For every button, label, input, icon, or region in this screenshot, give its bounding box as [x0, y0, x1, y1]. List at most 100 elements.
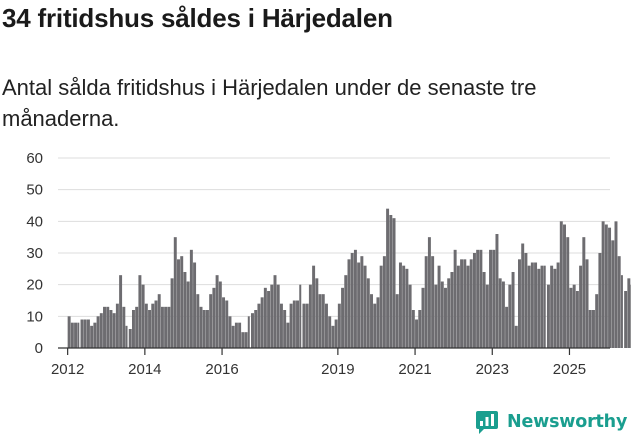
- y-tick-label: 10: [26, 308, 43, 325]
- bar: [328, 316, 332, 348]
- bar: [199, 306, 203, 348]
- bar: [148, 310, 152, 348]
- bar: [608, 227, 612, 348]
- bar: [627, 278, 631, 348]
- bar: [392, 218, 396, 348]
- axes: [58, 347, 610, 355]
- bar: [222, 297, 226, 348]
- bar: [521, 243, 525, 348]
- bar: [80, 319, 84, 348]
- bar: [122, 306, 126, 348]
- bar: [154, 300, 158, 348]
- bar: [260, 297, 264, 348]
- bar: [563, 224, 566, 348]
- x-tick-label: 2021: [398, 361, 431, 378]
- chart-title: 34 fritidshus såldes i Härjedalen: [2, 3, 393, 33]
- bar: [241, 332, 245, 348]
- bar: [270, 284, 274, 348]
- y-tick-label: 20: [26, 277, 43, 294]
- bar: [228, 316, 232, 348]
- bar: [70, 322, 74, 348]
- bar: [257, 303, 261, 348]
- bar: [550, 265, 554, 348]
- bar: [508, 284, 512, 348]
- bar: [267, 291, 271, 348]
- bar: [141, 284, 145, 348]
- bar: [189, 249, 193, 348]
- bar: [77, 322, 80, 348]
- bar: [537, 268, 541, 348]
- bar: [546, 284, 550, 348]
- bar: [463, 259, 467, 348]
- bar: [579, 265, 583, 348]
- bar: [453, 249, 457, 348]
- bar: [157, 294, 161, 348]
- newsworthy-logo[interactable]: Newsworthy: [475, 407, 627, 437]
- bar: [135, 306, 139, 348]
- bar: [74, 322, 78, 348]
- bar: [186, 281, 190, 348]
- bar: [321, 294, 325, 348]
- bar: [344, 275, 348, 348]
- bar: [556, 262, 560, 348]
- bar: [418, 310, 422, 348]
- bar: [614, 221, 618, 348]
- bar: [604, 224, 608, 348]
- bar: [357, 262, 361, 348]
- bar: [353, 249, 357, 348]
- bar: [312, 265, 316, 348]
- bar: [530, 262, 534, 348]
- bar: [180, 256, 184, 348]
- bar: [447, 278, 451, 348]
- bar: [131, 310, 135, 348]
- bar: [382, 256, 386, 348]
- bar: [90, 325, 94, 348]
- bar: [273, 275, 277, 348]
- bar: [408, 284, 412, 348]
- bar: [514, 325, 518, 348]
- bar: [553, 268, 557, 348]
- bar: [315, 278, 319, 348]
- bar: [96, 316, 100, 348]
- bar: [138, 275, 142, 348]
- bar: [231, 325, 235, 348]
- bar: [527, 265, 531, 348]
- bar: [86, 319, 90, 348]
- bar: [450, 272, 454, 348]
- bar: [617, 256, 621, 348]
- bar: [218, 281, 222, 348]
- bar: [341, 287, 345, 348]
- bar: [144, 303, 148, 348]
- bar: [247, 316, 250, 348]
- bar: [279, 303, 283, 348]
- bar: [373, 303, 377, 348]
- bar: [395, 294, 399, 348]
- bar: [318, 294, 322, 348]
- bar: [498, 278, 502, 348]
- x-tick-label: 2019: [321, 361, 354, 378]
- bar: [437, 265, 441, 348]
- bar: [582, 237, 586, 348]
- x-tick-label: 2014: [128, 361, 161, 378]
- bar: [543, 265, 546, 348]
- bar: [485, 284, 489, 348]
- y-tick-label: 30: [26, 245, 43, 262]
- bar: [177, 259, 180, 348]
- bar: [254, 310, 258, 348]
- bar: [292, 300, 296, 348]
- bar: [331, 325, 335, 348]
- bar: [283, 310, 287, 348]
- bar: [460, 259, 464, 348]
- bar: [193, 262, 197, 348]
- bar: [524, 253, 528, 348]
- bar: [595, 294, 599, 348]
- bar: [370, 294, 373, 348]
- bar: [376, 297, 380, 348]
- bar: [115, 303, 119, 348]
- bar: [620, 275, 623, 348]
- bar: [109, 310, 113, 348]
- bar: [456, 265, 460, 348]
- x-tick-label: 2023: [476, 361, 509, 378]
- bar: [305, 303, 309, 348]
- bar: [572, 284, 576, 348]
